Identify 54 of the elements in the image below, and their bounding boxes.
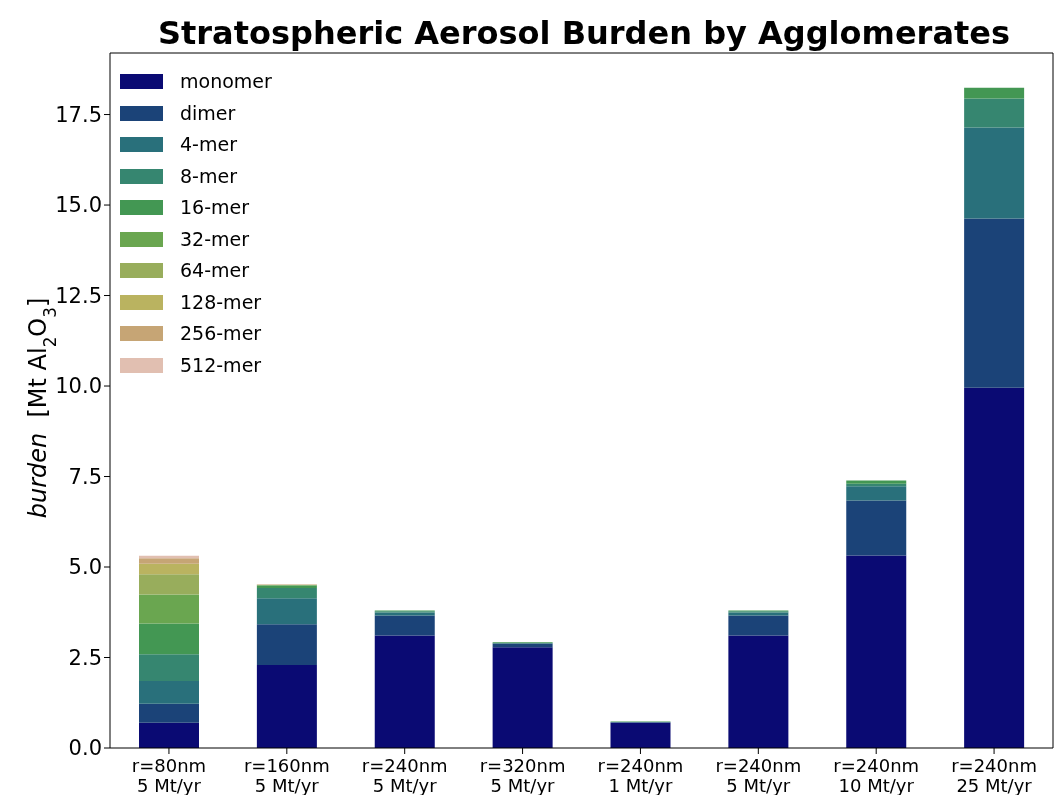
- bar: [256, 588, 317, 599]
- bar: [256, 624, 317, 666]
- chart-title: Stratospheric Aerosol Burden by Agglomerates: [156, 14, 1012, 52]
- legend-label: monomer: [180, 69, 272, 94]
- bar: [139, 654, 199, 682]
- y-tick-label: 17.5: [55, 102, 102, 127]
- y-tick-label: 0.0: [68, 736, 102, 761]
- legend-label: 64-mer: [180, 258, 250, 283]
- bar: [492, 643, 553, 648]
- bar: [846, 555, 907, 748]
- bar: [964, 87, 1025, 99]
- bar: [139, 594, 199, 624]
- x-tick-label: r=240nm 5 Mt/yr: [361, 755, 448, 796]
- x-tick-label: r=160nm 5 Mt/yr: [243, 755, 330, 796]
- bar: [492, 647, 553, 748]
- bar: [139, 563, 199, 575]
- bar: [139, 703, 199, 723]
- y-tick-label: 15.0: [55, 193, 102, 218]
- bar: [964, 387, 1025, 748]
- bar: [139, 623, 199, 655]
- bar: [964, 98, 1025, 128]
- bar: [139, 722, 199, 748]
- bar: [728, 635, 789, 748]
- legend-label: 512-mer: [180, 352, 262, 378]
- bar: [846, 500, 907, 556]
- x-tick-label: r=240nm 25 Mt/yr: [951, 755, 1037, 796]
- bar: [256, 598, 317, 625]
- legend-label: 256-mer: [180, 321, 262, 346]
- legend-label: 128-mer: [180, 289, 262, 315]
- bar: [846, 486, 907, 501]
- bar: [610, 722, 671, 748]
- y-tick-label: 7.5: [68, 464, 102, 489]
- x-tick-label: r=240nm 5 Mt/yr: [715, 755, 802, 796]
- bar: [139, 558, 199, 564]
- x-tick-label: r=240nm 1 Mt/yr: [597, 755, 684, 796]
- y-tick-label: 12.5: [55, 283, 102, 308]
- bar: [139, 681, 199, 704]
- bar: [964, 127, 1025, 219]
- legend-label: dimer: [180, 100, 236, 126]
- bar: [139, 574, 199, 595]
- bar: [964, 218, 1025, 388]
- legend-label: 16-mer: [180, 195, 250, 220]
- y-tick-label: 2.5: [68, 645, 102, 670]
- bar: [256, 665, 317, 748]
- bar: [374, 615, 435, 636]
- legend-label: 32-mer: [180, 226, 250, 252]
- bar: [374, 635, 435, 748]
- bar: [728, 615, 789, 636]
- x-tick-label: r=240nm 10 Mt/yr: [833, 755, 920, 796]
- legend-label: 4-mer: [180, 132, 237, 157]
- y-tick-label: 5.0: [68, 555, 102, 580]
- x-tick-label: r=320nm 5 Mt/yr: [479, 755, 566, 796]
- x-tick-label: r=80nm 5 Mt/yr: [131, 755, 207, 796]
- legend-label: 8-mer: [180, 163, 237, 189]
